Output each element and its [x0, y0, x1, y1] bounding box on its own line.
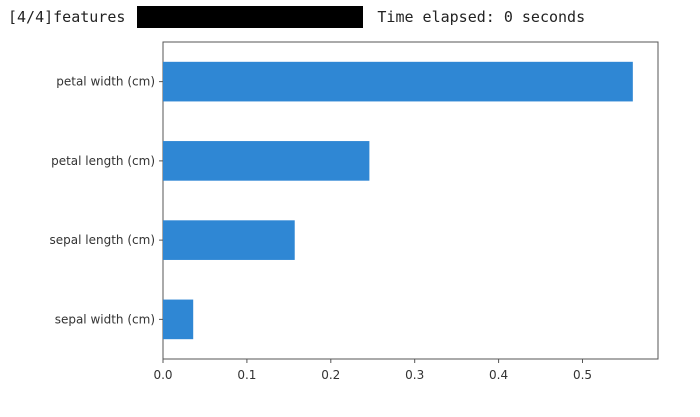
- x-tick-label: 0.0: [153, 368, 172, 382]
- x-tick-label: 0.2: [321, 368, 340, 382]
- progress-label: features: [53, 8, 126, 26]
- plot-frame: [162, 41, 659, 360]
- y-axis-ticks: petal width (cm) petal length (cm) sepal l…: [50, 75, 163, 326]
- progress-line: [4/4] features Time elapsed: 0 seconds: [8, 4, 585, 30]
- bar-2: [163, 220, 295, 260]
- y-tick-label: petal length (cm): [51, 154, 155, 168]
- y-tick-label: petal width (cm): [56, 75, 155, 89]
- elapsed-time: Time elapsed: 0 seconds: [377, 8, 586, 26]
- x-tick-label: 0.1: [237, 368, 256, 382]
- progress-counter: [4/4]: [8, 8, 54, 26]
- bar-0: [163, 61, 633, 102]
- bars: [163, 61, 633, 340]
- bar-1: [163, 141, 370, 181]
- x-tick-label: 0.5: [573, 368, 592, 382]
- x-axis-ticks: 0.0 0.1 0.2 0.3 0.4 0.5: [153, 359, 592, 382]
- progress-bar: [137, 6, 364, 28]
- y-tick-label: sepal length (cm): [50, 233, 155, 247]
- x-tick-label: 0.3: [405, 368, 424, 382]
- bar-3: [163, 299, 194, 340]
- x-tick-label: 0.4: [489, 368, 508, 382]
- y-tick-label: sepal width (cm): [55, 312, 155, 326]
- progress-bar-fill: [137, 6, 364, 28]
